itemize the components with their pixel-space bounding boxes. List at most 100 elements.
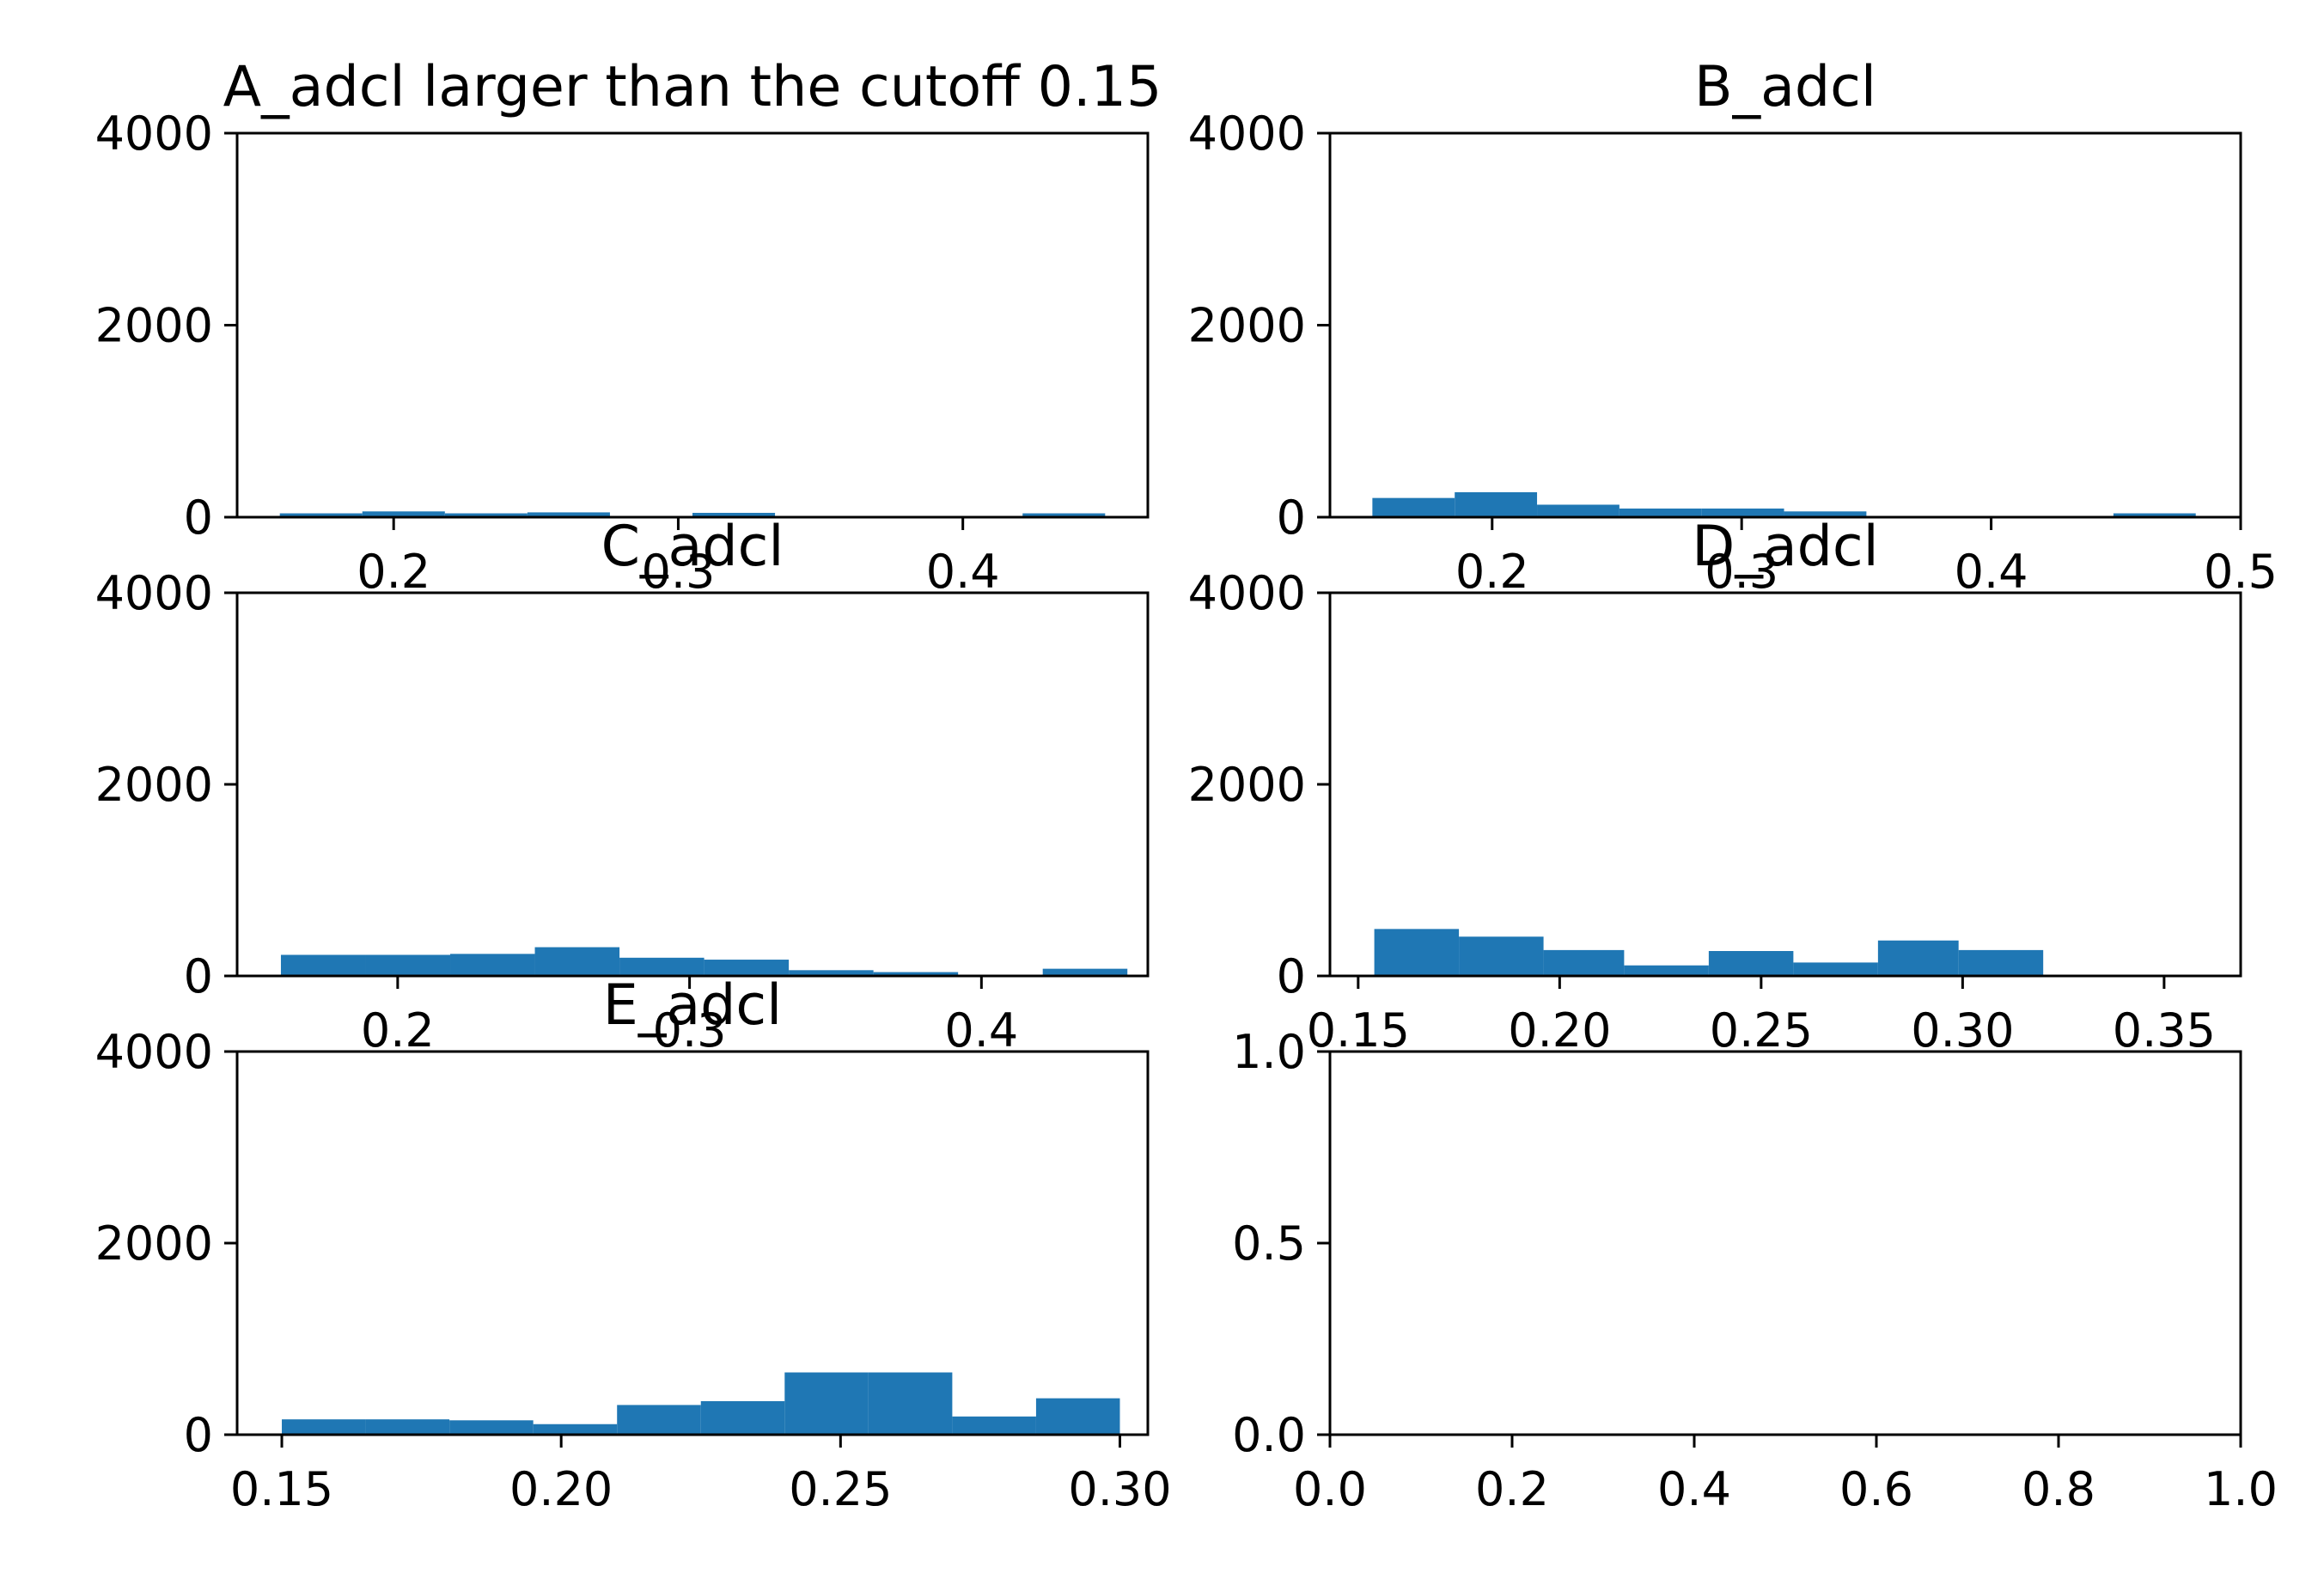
- histogram-bar: [1537, 504, 1619, 517]
- histogram-bar: [784, 1372, 869, 1435]
- y-tick-label: 4000: [95, 566, 213, 620]
- histogram-bar: [789, 970, 874, 976]
- histogram-bar: [1708, 951, 1794, 976]
- histogram-bar: [1374, 929, 1460, 976]
- x-tick-label: 0.2: [357, 545, 430, 599]
- x-tick-label: 0.5: [2204, 545, 2278, 599]
- subplot-title: C_adcl: [601, 515, 784, 579]
- axes-frame: [235, 1050, 1150, 1436]
- axes-frame: [1328, 1050, 2242, 1436]
- histogram-bar: [868, 1372, 953, 1435]
- x-tick-label: 0.0: [1293, 1462, 1367, 1516]
- histogram-bar: [533, 1424, 618, 1435]
- subplot-1: 0 2000 4000 0.2 0.3 0.4 A_adcl larger than the…: [95, 55, 1162, 599]
- histogram-bar: [1455, 491, 1538, 517]
- histogram-bar: [1784, 511, 1867, 517]
- histogram-bar: [1619, 508, 1702, 517]
- histogram-bar: [365, 954, 451, 976]
- histogram-bar: [700, 1400, 785, 1435]
- x-tick-label: 0.30: [1911, 1003, 2014, 1058]
- x-tick-label: 0.25: [1710, 1003, 1813, 1058]
- histogram-bar: [282, 1419, 366, 1435]
- histogram-bar: [1035, 1398, 1120, 1435]
- y-tick-label: 0: [184, 949, 213, 1003]
- axes-frame: [1328, 591, 2242, 978]
- subplot-5: 0 2000 4000 0.15 0.20 0.25 0.30 E_adcl: [95, 973, 1172, 1516]
- y-tick-label: 4000: [1188, 107, 1306, 161]
- histogram-bar: [1624, 965, 1709, 976]
- axes-frame: [235, 591, 1150, 978]
- histogram-bar: [1022, 513, 1106, 517]
- x-tick-label: 0.3: [653, 1003, 727, 1058]
- x-tick-label: 0.15: [230, 1462, 333, 1516]
- x-tick-label: 0.4: [944, 1003, 1018, 1058]
- y-tick-label: 0: [1277, 949, 1306, 1003]
- y-tick-label: 2000: [95, 299, 213, 353]
- histogram-bar: [362, 511, 445, 517]
- histogram-bar: [1042, 968, 1128, 976]
- y-tick-label: 0.0: [1232, 1408, 1306, 1462]
- x-tick-label: 0.6: [1839, 1462, 1913, 1516]
- subplot-4: 0 2000 4000 0.15 0.20 0.25 0.30 0.35 D_adcl: [1188, 515, 2242, 1058]
- subplot-2: 0 2000 4000 0.2 0.3 0.4 0.5 B_adcl: [1188, 55, 2278, 599]
- x-tick-label: 0.4: [1955, 545, 2028, 599]
- histogram-bar: [444, 513, 528, 517]
- x-tick-label: 1.0: [2204, 1462, 2278, 1516]
- histogram-bar: [534, 947, 620, 976]
- histogram-bar: [1793, 962, 1878, 976]
- x-tick-label: 0.25: [789, 1462, 892, 1516]
- y-tick-label: 4000: [95, 1025, 213, 1079]
- histogram-bar: [527, 512, 610, 517]
- histogram-bar: [704, 960, 790, 976]
- histogram-bar: [1543, 949, 1625, 976]
- subplot-title: E_adcl: [603, 973, 782, 1038]
- histogram-bar: [619, 957, 705, 976]
- x-tick-label: 0.4: [926, 545, 1000, 599]
- x-tick-label: 0.20: [509, 1462, 613, 1516]
- x-tick-label: 0.2: [361, 1003, 435, 1058]
- x-tick-label: 0.2: [1475, 1462, 1549, 1516]
- subplot-3: 0 2000 4000 0.2 0.3 0.4 C_adcl: [95, 515, 1150, 1058]
- subplot-6: 0.0 0.5 1.0 0.0 0.2 0.4 0.6 0.8 1.0: [1232, 1025, 2278, 1516]
- x-tick-label: 0.20: [1508, 1003, 1611, 1058]
- y-tick-label: 4000: [95, 107, 213, 161]
- x-tick-label: 0.3: [1705, 545, 1778, 599]
- x-tick-label: 0.30: [1068, 1462, 1171, 1516]
- histogram-bar: [280, 954, 366, 976]
- y-tick-label: 0: [184, 491, 213, 545]
- y-tick-label: 2000: [1188, 758, 1306, 812]
- subplot-title: D_adcl: [1692, 515, 1878, 579]
- histogram-bar: [1958, 949, 2044, 976]
- x-tick-label: 0.35: [2113, 1003, 2216, 1058]
- y-tick-label: 2000: [95, 1216, 213, 1271]
- histogram-bar: [365, 1419, 450, 1435]
- subplot-title: B_adcl: [1694, 55, 1876, 119]
- histogram-bar: [617, 1405, 701, 1435]
- histogram-bar: [952, 1416, 1036, 1435]
- histogram-bar: [279, 513, 363, 517]
- histogram-bar: [1459, 936, 1544, 976]
- histogram-bar: [692, 512, 776, 517]
- histogram-bar: [873, 972, 959, 976]
- y-tick-label: 4000: [1188, 566, 1306, 620]
- x-tick-label: 0.2: [1455, 545, 1529, 599]
- histogram-bar: [449, 1420, 534, 1435]
- y-tick-label: 0: [184, 1408, 213, 1462]
- x-tick-label: 0.3: [641, 545, 715, 599]
- histogram-bar: [1877, 940, 1959, 976]
- x-tick-label: 0.8: [2022, 1462, 2095, 1516]
- y-tick-label: 0.5: [1232, 1216, 1306, 1271]
- x-tick-label: 0.15: [1307, 1003, 1410, 1058]
- histogram-bar: [450, 954, 535, 976]
- y-tick-label: 2000: [1188, 299, 1306, 353]
- axes-frame: [235, 131, 1150, 519]
- y-tick-label: 0: [1277, 491, 1306, 545]
- y-tick-label: 2000: [95, 758, 213, 812]
- y-tick-label: 1.0: [1232, 1025, 1306, 1079]
- subplot-title: A_adcl larger than the cutoff 0.15: [223, 55, 1162, 119]
- x-tick-label: 0.4: [1657, 1462, 1731, 1516]
- axes-frame: [1328, 131, 2242, 519]
- histogram-bar: [2113, 513, 2196, 517]
- histogram-bar: [1701, 508, 1784, 517]
